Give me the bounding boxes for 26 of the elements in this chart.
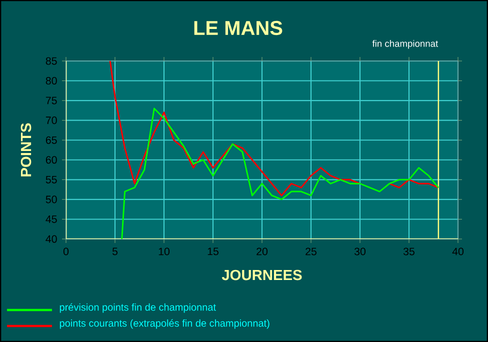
y-tick-label: 70 <box>46 116 57 124</box>
x-tick-label: 40 <box>452 248 464 256</box>
y-tick-label: 80 <box>46 77 57 85</box>
line-series <box>121 108 440 239</box>
x-tick-label: 5 <box>112 248 118 256</box>
y-tick-label: 60 <box>46 156 57 164</box>
x-tick-label: 10 <box>158 248 170 256</box>
legend-label: points courants (extrapolés fin de championnat) <box>60 319 270 329</box>
x-tick-label: 15 <box>208 248 218 256</box>
chart-title: LE MANS <box>194 20 282 36</box>
x-tick-label: 25 <box>306 248 316 256</box>
y-tick-label: 55 <box>46 176 57 184</box>
x-tick-label: 20 <box>256 248 268 256</box>
legend-label: prévision points fin de championnat <box>60 303 216 313</box>
y-axis-title: POINTS <box>20 123 32 176</box>
x-axis-title: JOURNEES <box>222 270 302 280</box>
ref-line-label: fin championnat <box>372 40 438 49</box>
y-tick-label: 65 <box>46 136 57 144</box>
y-tick-label: 45 <box>46 216 57 223</box>
x-tick-label: 0 <box>63 248 69 256</box>
x-tick-label: 35 <box>403 248 414 256</box>
y-tick-label: 40 <box>46 235 57 243</box>
y-tick-label: 50 <box>46 196 57 204</box>
x-tick-label: 30 <box>354 248 366 256</box>
y-tick-label: 75 <box>46 96 57 104</box>
y-tick-label: 85 <box>46 57 57 65</box>
